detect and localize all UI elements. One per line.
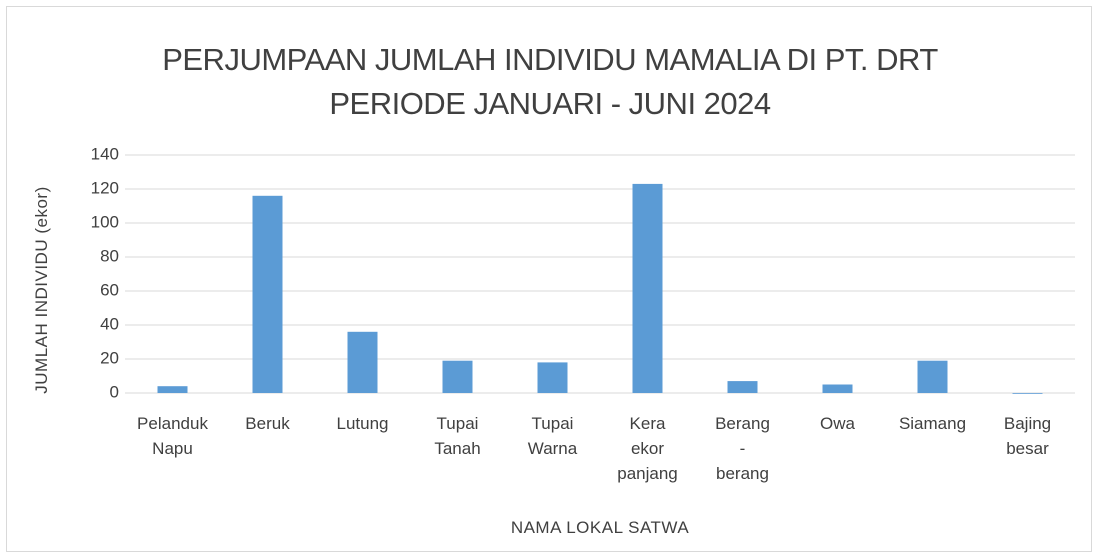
y-axis-label: JUMLAH INDIVIDU (ekor): [32, 186, 51, 394]
x-tick-label: Pelanduk Napu: [137, 414, 208, 458]
y-tick-label: 100: [91, 212, 119, 231]
y-tick-label: 20: [100, 348, 119, 367]
x-tick-label: Beruk: [245, 414, 290, 433]
x-tick-label: Owa: [820, 414, 855, 433]
y-tick-label: 80: [100, 246, 119, 265]
x-tick-label: Kera ekor panjang: [617, 414, 678, 483]
bar: [917, 360, 948, 393]
x-axis-label: NAMA LOKAL SATWA: [510, 518, 690, 537]
bar: [252, 195, 283, 393]
bar: [442, 360, 473, 393]
bar: [727, 381, 758, 393]
y-tick-label: 40: [100, 314, 119, 333]
x-tick-label: Berang - berang: [715, 414, 770, 483]
x-tick-label: Lutung: [336, 414, 389, 433]
y-tick-label: 60: [100, 280, 119, 299]
x-tick-label: Tupai Tanah: [434, 414, 481, 458]
x-tick-label: Siamang: [898, 414, 967, 433]
x-tick-label: Bajing besar: [1003, 414, 1052, 458]
x-tick-label: Tupai Warna: [527, 414, 578, 458]
bar: [1012, 393, 1043, 394]
bar: [347, 331, 378, 393]
chart-frame: [6, 6, 1092, 552]
y-tick-label: 0: [110, 382, 119, 401]
bar: [157, 386, 188, 393]
chart-title: PERJUMPAAN JUMLAH INDIVIDU MAMALIA DI PT…: [162, 42, 938, 121]
y-tick-label: 140: [91, 144, 119, 163]
bar: [537, 362, 568, 393]
bar: [822, 384, 853, 393]
y-tick-label: 120: [91, 178, 119, 197]
bar: [632, 183, 663, 393]
